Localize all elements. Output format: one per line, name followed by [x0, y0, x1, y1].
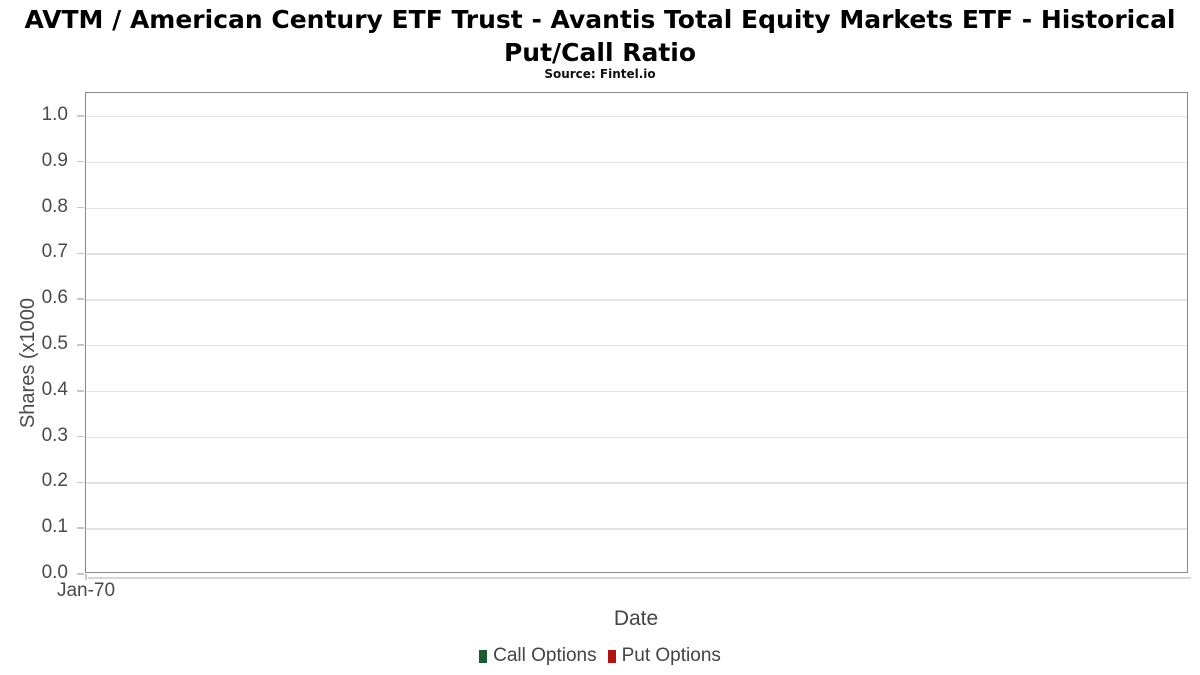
y-tick-mark: [77, 115, 84, 117]
y-tick-mark: [77, 481, 84, 484]
gridline: [86, 207, 1187, 210]
gridline: [86, 482, 1187, 484]
gridline: [86, 253, 1187, 255]
x-tick-mark: [85, 574, 87, 580]
y-tick-label: 0.9: [41, 149, 68, 171]
y-tick-label: 0.1: [41, 516, 68, 538]
gridline: [86, 344, 1187, 347]
y-tick-mark: [77, 160, 84, 163]
chart-title-line-2: Put/Call Ratio: [503, 38, 697, 67]
y-tick-mark: [77, 435, 84, 438]
chart-title-line-1: AVTM / American Century ETF Trust - Avan…: [24, 5, 1176, 34]
gridline: [86, 299, 1187, 301]
gridline: [86, 115, 1187, 118]
y-tick-label: 0.5: [41, 332, 68, 354]
y-tick-label: 0.8: [41, 195, 68, 217]
legend-label-put-options: Put Options: [621, 645, 721, 666]
y-tick-label: 0.6: [41, 287, 68, 309]
y-tick-label: 0.3: [41, 424, 68, 446]
y-tick-label: 0.4: [41, 378, 68, 400]
y-tick-mark: [77, 390, 84, 392]
legend-item-put-options: Put Options: [607, 645, 721, 667]
put-options-swatch-icon: [607, 649, 616, 663]
y-tick-label: 0.0: [41, 562, 68, 583]
legend-label-call-options: Call Options: [493, 645, 597, 666]
y-tick-mark: [77, 298, 84, 300]
plot-area: [77, 92, 1191, 580]
chart-source-subtitle: Source: Fintel.io: [544, 67, 656, 81]
y-tick-label: 0.2: [41, 470, 68, 492]
legend-item-call-options: Call Options: [479, 645, 597, 667]
gridline: [86, 390, 1187, 393]
y-axis-labels: 0.0 0.1 0.2 0.3 0.4 0.5 0.6 0.7 0.8 0.9 1.0: [0, 0, 76, 675]
y-tick-mark: [77, 344, 84, 346]
x-axis-title: Date: [613, 607, 659, 630]
call-options-swatch-icon: [479, 649, 488, 663]
y-tick-label: 0.7: [41, 241, 68, 263]
chart-title: AVTM / American Century ETF Trust - Avan…: [0, 3, 1200, 69]
y-tick-mark: [77, 527, 84, 529]
y-tick-mark: [77, 252, 84, 255]
y-tick-label: 1.0: [41, 103, 68, 125]
gridline: [86, 528, 1187, 530]
chart-legend: Call Options Put Options: [0, 645, 1200, 667]
y-tick-mark: [77, 573, 84, 575]
x-tick-label: Jan-70: [56, 580, 116, 601]
y-tick-mark: [77, 206, 84, 209]
gridline: [86, 436, 1187, 439]
gridline: [86, 161, 1187, 164]
